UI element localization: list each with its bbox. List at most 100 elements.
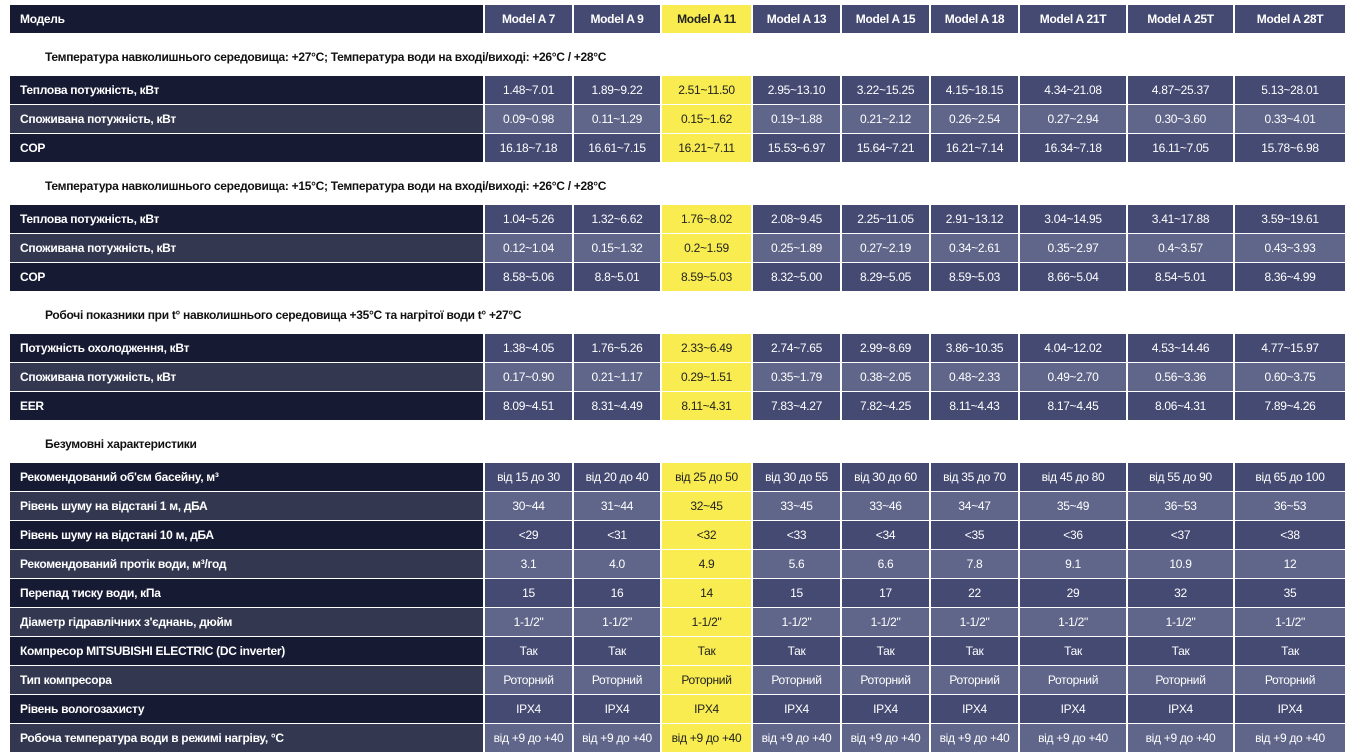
value-cell: 1.76~5.26 bbox=[574, 334, 660, 362]
header-row: Модель Model A 7 Model A 9 Model A 11 Model… bbox=[10, 5, 1345, 33]
value-cell: <29 bbox=[485, 521, 572, 549]
value-cell: Так bbox=[753, 637, 840, 665]
value-cell: 9.1 bbox=[1020, 550, 1126, 578]
value-cell: 8.36~4.99 bbox=[1235, 263, 1345, 291]
value-cell: 0.49~2.70 bbox=[1020, 363, 1126, 391]
value-cell: 8.66~5.04 bbox=[1020, 263, 1126, 291]
value-cell: 15.53~6.97 bbox=[753, 134, 840, 162]
value-cell: Роторний bbox=[1020, 666, 1126, 694]
value-cell: 1.89~9.22 bbox=[574, 76, 660, 104]
value-cell: Роторний bbox=[574, 666, 660, 694]
value-cell: 2.99~8.69 bbox=[842, 334, 929, 362]
value-cell: <33 bbox=[753, 521, 840, 549]
value-cell: 0.2~1.59 bbox=[662, 234, 751, 262]
value-cell: 8.11~4.43 bbox=[931, 392, 1018, 420]
model-header: Model A 7 bbox=[485, 5, 572, 33]
header-label: Модель bbox=[10, 5, 483, 33]
value-cell: від +9 до +40 bbox=[485, 724, 572, 752]
table-row: Споживана потужність, кВт 0.17~0.90 0.21~1… bbox=[10, 363, 1345, 391]
value-cell: 15.78~6.98 bbox=[1235, 134, 1345, 162]
value-cell: від +9 до +40 bbox=[1235, 724, 1345, 752]
value-cell: 2.33~6.49 bbox=[662, 334, 751, 362]
value-cell: 0.11~1.29 bbox=[574, 105, 660, 133]
value-cell: <38 bbox=[1235, 521, 1345, 549]
value-cell: від 20 до 40 bbox=[574, 463, 660, 491]
row-label: Тип компресора bbox=[10, 666, 483, 694]
row-label: Рівень шуму на відстані 1 м, дБА bbox=[10, 492, 483, 520]
value-cell: від +9 до +40 bbox=[1128, 724, 1233, 752]
value-cell: 0.29~1.51 bbox=[662, 363, 751, 391]
value-cell: <35 bbox=[931, 521, 1018, 549]
value-cell: IPX4 bbox=[662, 695, 751, 723]
value-cell: 0.48~2.33 bbox=[931, 363, 1018, 391]
value-cell: 5.13~28.01 bbox=[1235, 76, 1345, 104]
value-cell: від +9 до +40 bbox=[842, 724, 929, 752]
value-cell: 1-1/2" bbox=[574, 608, 660, 636]
row-label: Рекомендований об'єм басейну, м³ bbox=[10, 463, 483, 491]
table-row: Перепад тиску води, кПа 15 16 14 15 17 22 29 32 3… bbox=[10, 579, 1345, 607]
row-label: Споживана потужність, кВт bbox=[10, 234, 483, 262]
section-title: Температура навколишнього середовища: +2… bbox=[45, 49, 607, 64]
value-cell: 2.74~7.65 bbox=[753, 334, 840, 362]
value-cell: 4.04~12.02 bbox=[1020, 334, 1126, 362]
value-cell: <32 bbox=[662, 521, 751, 549]
table-row: Тип компресора Роторний Роторний Роторний Ро… bbox=[10, 666, 1345, 694]
table-row: Рекомендований об'єм басейну, м³ від 15 д… bbox=[10, 463, 1345, 491]
table-row: Теплова потужність, кВт 1.48~7.01 1.89~9.2… bbox=[10, 76, 1345, 104]
row-label: COP bbox=[10, 263, 483, 291]
value-cell: 3.41~17.88 bbox=[1128, 205, 1233, 233]
row-label: COP bbox=[10, 134, 483, 162]
value-cell: <36 bbox=[1020, 521, 1126, 549]
value-cell: IPX4 bbox=[753, 695, 840, 723]
table-row: Діаметр гідравлічних з'єднань, дюйм 1-1/2… bbox=[10, 608, 1345, 636]
model-header: Model A 18 bbox=[931, 5, 1018, 33]
table-row: COP 8.58~5.06 8.8~5.01 8.59~5.03 8.32~5.00 8.… bbox=[10, 263, 1345, 291]
value-cell: 3.86~10.35 bbox=[931, 334, 1018, 362]
value-cell: 32~45 bbox=[662, 492, 751, 520]
value-cell: Роторний bbox=[753, 666, 840, 694]
value-cell: 1.76~8.02 bbox=[662, 205, 751, 233]
value-cell: <37 bbox=[1128, 521, 1233, 549]
table-row: Потужність охолодження, кВт 1.38~4.05 1.76… bbox=[10, 334, 1345, 362]
table-row: Споживана потужність, кВт 0.09~0.98 0.11~1… bbox=[10, 105, 1345, 133]
row-label: Перепад тиску води, кПа bbox=[10, 579, 483, 607]
value-cell: Так bbox=[574, 637, 660, 665]
value-cell: 7.8 bbox=[931, 550, 1018, 578]
value-cell: 8.17~4.45 bbox=[1020, 392, 1126, 420]
value-cell: Так bbox=[1128, 637, 1233, 665]
value-cell: 0.17~0.90 bbox=[485, 363, 572, 391]
value-cell: 30~44 bbox=[485, 492, 572, 520]
value-cell: 15.64~7.21 bbox=[842, 134, 929, 162]
value-cell: 16.61~7.15 bbox=[574, 134, 660, 162]
value-cell: 1.38~4.05 bbox=[485, 334, 572, 362]
value-cell: 16.11~7.05 bbox=[1128, 134, 1233, 162]
section-title: Температура навколишнього середовища: +1… bbox=[45, 178, 607, 193]
row-label: Теплова потужність, кВт bbox=[10, 205, 483, 233]
table-row: COP 16.18~7.18 16.61~7.15 16.21~7.11 15.53~6… bbox=[10, 134, 1345, 162]
value-cell: IPX4 bbox=[931, 695, 1018, 723]
table-row: EER 8.09~4.51 8.31~4.49 8.11~4.31 7.83~4.27 7… bbox=[10, 392, 1345, 420]
value-cell: 7.82~4.25 bbox=[842, 392, 929, 420]
value-cell: 1.48~7.01 bbox=[485, 76, 572, 104]
value-cell: 17 bbox=[842, 579, 929, 607]
value-cell: 2.91~13.12 bbox=[931, 205, 1018, 233]
value-cell: від 30 до 55 bbox=[753, 463, 840, 491]
value-cell: 0.21~1.17 bbox=[574, 363, 660, 391]
value-cell: 16.21~7.11 bbox=[662, 134, 751, 162]
section-title: Безумовні характеристики bbox=[45, 436, 197, 451]
value-cell: 1-1/2" bbox=[753, 608, 840, 636]
value-cell: 4.15~18.15 bbox=[931, 76, 1018, 104]
value-cell: 2.08~9.45 bbox=[753, 205, 840, 233]
value-cell: 8.29~5.05 bbox=[842, 263, 929, 291]
value-cell: 0.38~2.05 bbox=[842, 363, 929, 391]
value-cell: 7.83~4.27 bbox=[753, 392, 840, 420]
value-cell: 16.34~7.18 bbox=[1020, 134, 1126, 162]
value-cell: 8.59~5.03 bbox=[931, 263, 1018, 291]
model-header: Model A 13 bbox=[753, 5, 840, 33]
value-cell: 8.8~5.01 bbox=[574, 263, 660, 291]
value-cell: IPX4 bbox=[574, 695, 660, 723]
value-cell: 0.43~3.93 bbox=[1235, 234, 1345, 262]
value-cell: 1-1/2" bbox=[1128, 608, 1233, 636]
value-cell: 1-1/2" bbox=[931, 608, 1018, 636]
value-cell: Так bbox=[485, 637, 572, 665]
